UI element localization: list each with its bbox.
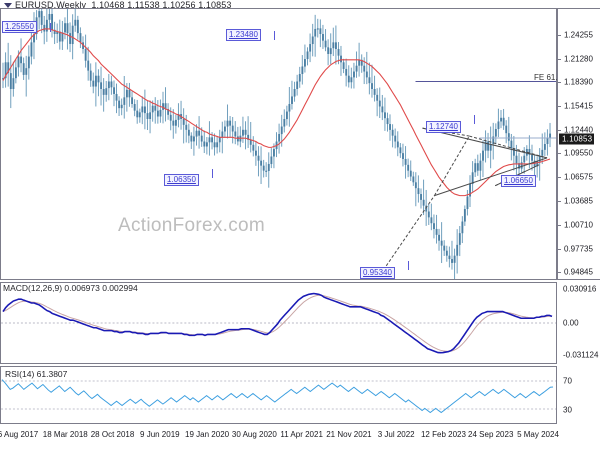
candlestick-series <box>2 9 552 279</box>
rsi-axis-label: 70 <box>563 376 572 386</box>
date-axis-label: 18 Mar 2018 <box>42 430 88 439</box>
date-axis-label: 28 Oct 2018 <box>90 430 135 439</box>
price-axis-tick <box>558 272 561 273</box>
price-note-106350[interactable]: 1.06350 <box>164 174 199 186</box>
price-axis-label: 1.00710 <box>564 220 593 230</box>
date-axis-label: 6 Aug 2017 <box>0 430 39 439</box>
price-note-125550[interactable]: 1.25550 <box>2 21 37 33</box>
date-axis-label: 5 May 2024 <box>517 430 559 439</box>
date-axis-label: 9 Jun 2019 <box>140 430 180 439</box>
date-axis-label: 21 Nov 2021 <box>326 430 372 439</box>
price-axis-tick <box>558 177 561 178</box>
macd-axis-label: 0.030916 <box>563 284 597 294</box>
price-axis-label: 1.18390 <box>564 77 593 87</box>
note-connector <box>274 31 275 40</box>
macd-svg <box>1 292 556 354</box>
rsi-caption: RSI(14) 61.3807 <box>5 369 68 379</box>
price-axis-label: 1.06575 <box>564 172 593 182</box>
price-axis-tick <box>558 59 561 60</box>
current-price-badge: 1.10853 <box>559 133 595 145</box>
price-axis-label: 0.94845 <box>564 267 593 277</box>
price-note-095340[interactable]: 0.95340 <box>360 267 395 279</box>
price-axis-label: 1.12440 <box>564 125 593 135</box>
price-axis-tick <box>558 225 561 226</box>
macd-axis-label: -0.031124 <box>563 350 599 360</box>
price-axis-label: 1.09550 <box>564 148 593 158</box>
chart-symbol-label: EURUSD,Weekly <box>15 0 87 10</box>
date-axis[interactable]: 6 Aug 2017 18 Mar 2018 28 Oct 2018 9 Jun 20… <box>0 424 559 450</box>
price-axis-label: 1.21280 <box>564 54 593 64</box>
price-axis-label: 1.03685 <box>564 196 593 206</box>
price-axis-tick <box>558 201 561 202</box>
price-note-112740[interactable]: 1.12740 <box>426 121 461 133</box>
price-axis-tick <box>558 35 561 36</box>
price-note-106650[interactable]: 1.06650 <box>501 175 536 187</box>
price-chart-pane[interactable]: 1.25550 1.23480 1.06350 1.12740 1.06650 … <box>0 8 562 280</box>
note-connector <box>408 261 409 270</box>
price-axis-tick <box>558 82 561 83</box>
price-axis-label: 0.97735 <box>564 244 593 254</box>
price-chart-svg <box>2 9 556 279</box>
watermark-actionforex: ActionForex.com <box>118 215 266 236</box>
note-connector <box>212 169 213 178</box>
rsi-line <box>1 379 554 414</box>
price-axis-tick <box>558 249 561 250</box>
price-axis[interactable]: 1.10853 1.24255 1.21280 1.18390 1.15415 1.12… <box>557 8 600 280</box>
rsi-pane[interactable] <box>0 366 557 424</box>
date-axis-label: 30 Aug 2020 <box>231 430 277 439</box>
macd-axis: 0.030916 0.00 -0.031124 <box>557 282 600 364</box>
price-axis-label: 1.15415 <box>564 101 593 111</box>
date-axis-label: 24 Sep 2023 <box>468 430 514 439</box>
price-axis-tick <box>558 130 561 131</box>
macd-caption: MACD(12,26,9) 0.006973 0.002994 <box>3 283 138 293</box>
price-axis-label: 1.24255 <box>564 30 593 40</box>
macd-pane[interactable] <box>0 282 557 364</box>
chart-ohlc-values: 1.10468 1.11538 1.10256 1.10853 <box>91 0 232 10</box>
moving-average-line <box>2 28 551 197</box>
chart-header: EURUSD,Weekly 1.10468 1.11538 1.10256 1.… <box>4 0 231 10</box>
rsi-svg <box>1 379 556 414</box>
macd-main-line <box>2 292 553 354</box>
price-axis-tick <box>558 153 561 154</box>
fib-extension-label: FE 61.8 <box>534 73 563 82</box>
price-note-123480[interactable]: 1.23480 <box>226 29 261 41</box>
date-axis-label: 3 Jul 2022 <box>377 430 415 439</box>
macd-axis-label: 0.00 <box>563 318 579 328</box>
date-axis-label: 11 Apr 2021 <box>280 430 323 439</box>
price-axis-tick <box>558 106 561 107</box>
macd-signal-line <box>2 294 553 352</box>
rsi-axis: 70 30 <box>557 366 600 424</box>
note-connector <box>474 115 475 124</box>
note-connector <box>50 23 51 32</box>
rsi-axis-label: 30 <box>563 405 572 415</box>
date-axis-label: 12 Feb 2023 <box>420 430 466 439</box>
date-axis-label: 19 Jan 2020 <box>185 430 230 439</box>
triangle-down-icon[interactable] <box>4 3 12 9</box>
